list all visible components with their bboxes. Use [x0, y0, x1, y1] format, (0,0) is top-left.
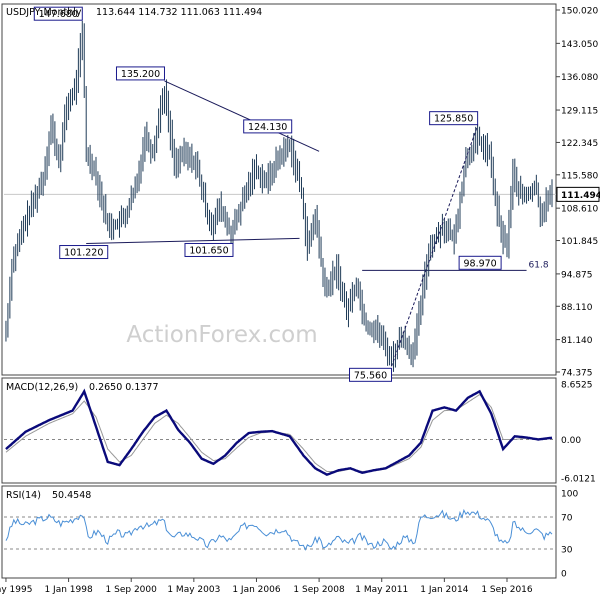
price-callout-box — [59, 245, 109, 260]
price-annotations: 147.680 135.200 124.130 101.220 101.650 75.56… — [33, 6, 502, 382]
price-callout-box — [349, 367, 393, 382]
price-panel-frame — [1, 3, 557, 376]
price-callout-label: 125.850 — [434, 114, 473, 125]
price-callout-label: 101.220 — [64, 248, 103, 259]
price-callout-label: 147.680 — [39, 9, 78, 20]
price-callout-box — [458, 255, 502, 270]
price-y-axis: 150.020 143.050 136.080 129.115 122.345 115.5… — [556, 7, 600, 379]
x-tick-label: 1 May 2011 — [355, 585, 408, 595]
price-y-tick-label: 88.110 — [561, 303, 593, 313]
price-y-tick-label: 122.345 — [561, 139, 598, 149]
rsi-y-tick-label: 70 — [561, 514, 573, 524]
price-levels: 61.8 — [362, 260, 549, 271]
rsi-y-tick-label: 0 — [561, 570, 567, 580]
macd-lines — [5, 388, 553, 477]
rsi-lines — [5, 508, 553, 551]
x-tick-label: 1 Jan 1998 — [44, 585, 92, 595]
x-tick-label: 1 Jan 2014 — [420, 585, 468, 595]
rsi-y-axis: 100 70 30 0 — [561, 490, 578, 580]
x-tick-label: 1 Sep 2008 — [293, 585, 345, 595]
trendline — [164, 80, 320, 152]
price-callout-box — [115, 66, 165, 81]
price-y-tick-label: 81.140 — [561, 336, 593, 346]
macd-panel-frame — [1, 377, 557, 484]
price-panel-ohlc: 113.644 114.732 111.063 111.494 — [96, 7, 262, 18]
x-tick-label: 1 Jan 2006 — [232, 585, 280, 595]
price-y-tick-label: 143.050 — [561, 40, 598, 50]
price-callout-box — [184, 242, 234, 257]
price-y-tick-label: 108.610 — [561, 205, 598, 215]
price-panel-title: USDJPY,Monthly — [6, 7, 82, 18]
last-price-label: 111.494 — [561, 191, 600, 201]
macd-y-axis: 8.6525 0.00 -6.0121 — [561, 381, 596, 485]
x-tick-label: 1 May 1995 — [0, 585, 32, 595]
price-callout-box — [243, 119, 293, 134]
price-bars — [5, 20, 553, 372]
rsi-y-tick-label: 100 — [561, 490, 578, 500]
fib-level-label: 61.8 — [529, 260, 549, 270]
price-callout-label: 135.200 — [121, 69, 160, 80]
last-price-box — [556, 186, 600, 202]
price-callout-label: 98.970 — [463, 258, 496, 269]
watermark: ActionForex.com — [126, 322, 317, 348]
x-tick-label: 1 Sep 2000 — [106, 585, 158, 595]
x-tick-label: 1 Sep 2016 — [481, 585, 533, 595]
rsi-panel-value: 50.4548 — [52, 490, 91, 501]
price-callout-box — [33, 6, 83, 21]
price-y-tick-label: 115.580 — [561, 171, 598, 181]
macd-line — [5, 388, 553, 477]
macd-panel-title: MACD(12,26,9) — [6, 382, 78, 393]
price-y-tick-label: 94.875 — [561, 270, 593, 280]
x-axis: 1 May 1995 1 Jan 1998 1 Sep 2000 1 May 2003… — [0, 578, 533, 595]
price-y-tick-label: 129.115 — [561, 107, 598, 117]
price-callout-label: 124.130 — [248, 122, 287, 133]
trendline — [391, 125, 479, 367]
rsi-y-tick-label: 30 — [561, 546, 573, 556]
price-callout-box — [429, 111, 479, 126]
macd-y-tick-label: 8.6525 — [561, 381, 593, 391]
price-y-tick-label: 74.375 — [561, 369, 593, 379]
price-y-tick-label: 150.020 — [561, 7, 598, 17]
rsi-line — [5, 508, 553, 551]
macd-panel-values: 0.2650 0.1377 — [89, 382, 159, 393]
price-y-tick-label: 101.845 — [561, 237, 598, 247]
rsi-panel-title: RSI(14) — [6, 490, 41, 501]
price-y-tick-label: 136.080 — [561, 73, 598, 83]
macd-y-tick-label: 0.00 — [561, 436, 581, 446]
rsi-panel-frame — [1, 485, 557, 579]
rsi-gridlines — [4, 516, 556, 550]
price-trendlines — [86, 80, 479, 367]
macd-y-tick-label: -6.0121 — [561, 475, 596, 485]
x-tick-label: 1 May 2003 — [167, 585, 220, 595]
trendline — [86, 237, 300, 245]
price-callout-label: 75.560 — [354, 370, 387, 381]
price-callout-label: 101.650 — [189, 245, 228, 256]
